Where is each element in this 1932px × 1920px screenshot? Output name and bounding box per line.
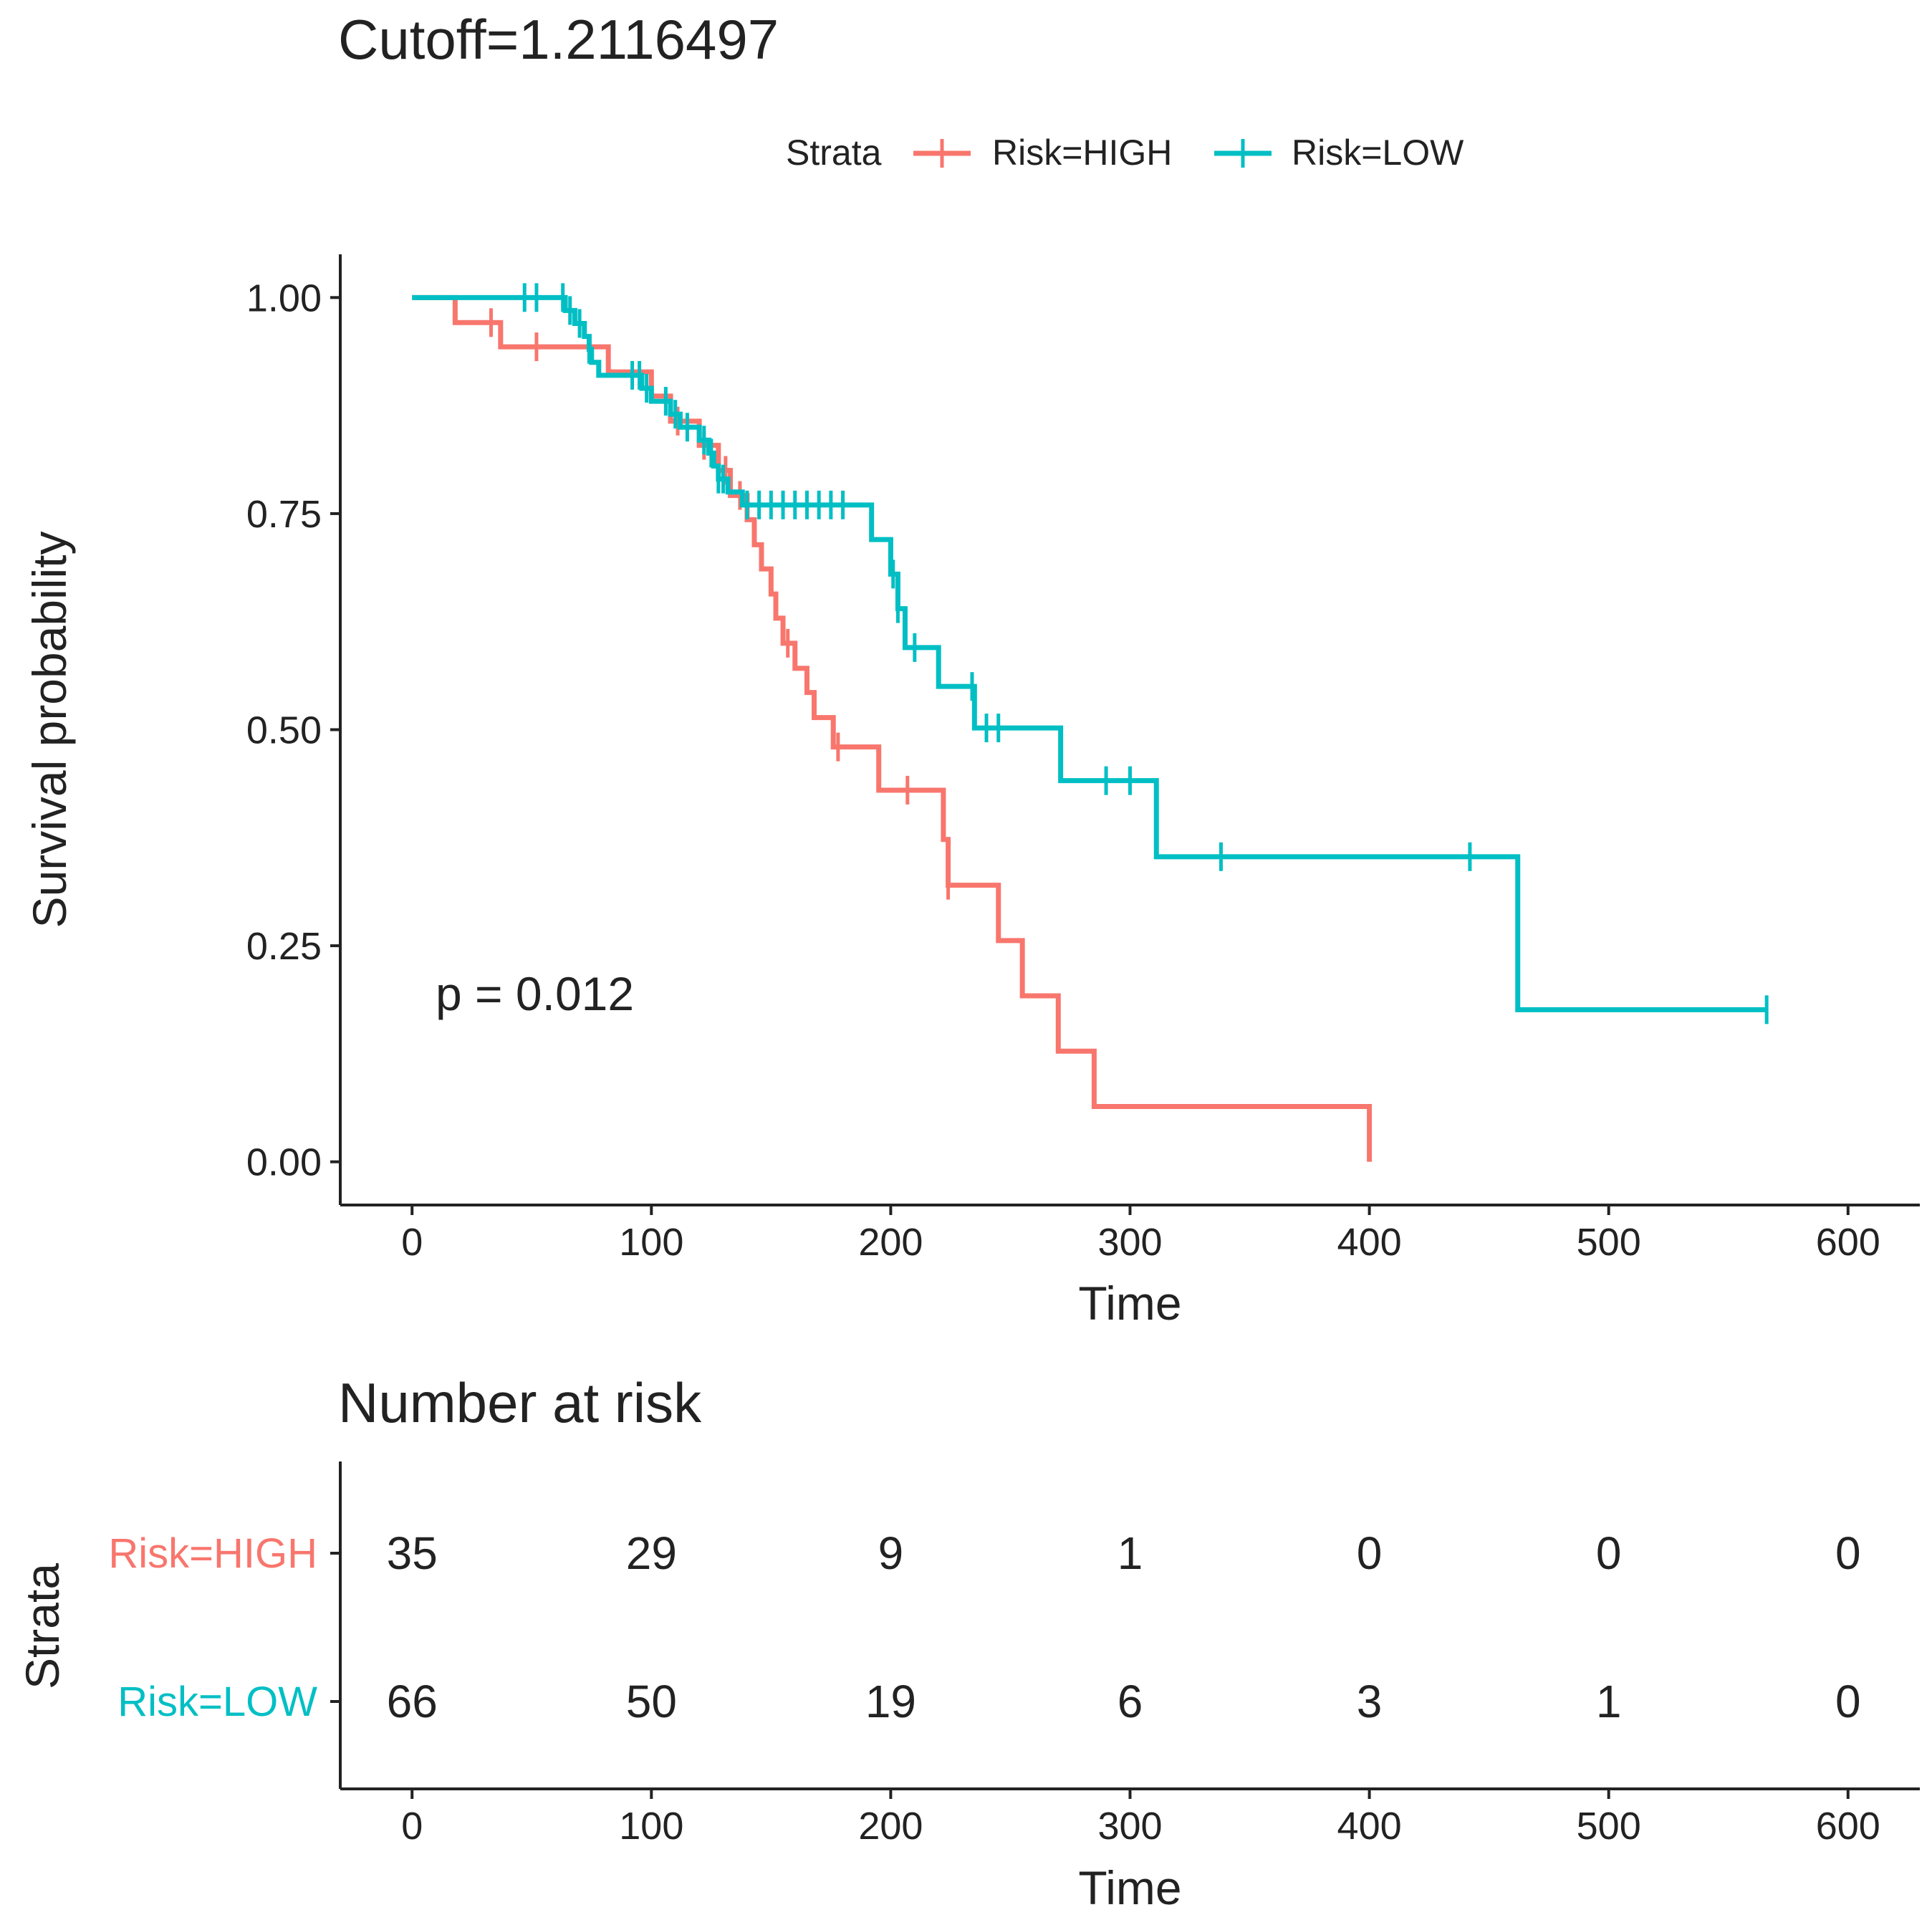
x-tick-label: 200 (858, 1221, 923, 1264)
y-tick-label: 0.75 (246, 493, 322, 536)
x-tick-label: 400 (1337, 1221, 1402, 1264)
risk-count: 29 (626, 1527, 677, 1579)
risk-table-x-tick-label: 0 (401, 1805, 423, 1848)
risk-table-x-tick-label: 500 (1577, 1805, 1641, 1848)
risk-count: 35 (387, 1527, 438, 1579)
risk-count: 3 (1357, 1676, 1383, 1727)
km-curve-low (412, 294, 1767, 1012)
risk-count: 0 (1596, 1527, 1622, 1579)
risk-table-x-tick-label: 600 (1816, 1805, 1880, 1848)
risk-table-title: Number at risk (338, 1371, 702, 1434)
risk-count: 0 (1357, 1527, 1383, 1579)
legend-label-high: Risk=HIGH (992, 133, 1172, 173)
risk-table-y-axis-title: Strata (16, 1563, 69, 1689)
risk-table-x-tick-label: 300 (1097, 1805, 1162, 1848)
risk-table-x-axis-title: Time (1078, 1861, 1181, 1914)
chart-title: Cutoff=1.2116497 (338, 8, 779, 71)
legend-item-high: Risk=HIGH (913, 133, 1172, 173)
risk-count: 9 (878, 1527, 904, 1579)
risk-table-x-tick-label: 200 (858, 1805, 923, 1848)
x-tick-label: 100 (619, 1221, 683, 1264)
risk-table-row-label: Risk=LOW (117, 1679, 317, 1725)
x-tick-label: 600 (1816, 1221, 1880, 1264)
risk-count: 66 (387, 1676, 438, 1727)
risk-count: 6 (1118, 1676, 1143, 1727)
risk-count: 1 (1118, 1527, 1143, 1579)
risk-table-x-tick-label: 100 (619, 1805, 683, 1848)
legend-title: Strata (786, 133, 882, 173)
legend-item-low: Risk=LOW (1214, 133, 1464, 173)
legend-label-low: Risk=LOW (1292, 133, 1464, 173)
y-tick-label: 0.00 (246, 1141, 322, 1184)
x-tick-label: 500 (1577, 1221, 1641, 1264)
y-tick-label: 1.00 (246, 277, 322, 320)
y-tick-label: 0.25 (246, 925, 322, 968)
risk-count: 0 (1835, 1527, 1861, 1579)
legend: Strata Risk=HIGH Risk=LOW (786, 133, 1464, 173)
risk-count: 0 (1835, 1676, 1861, 1727)
x-axis-title: Time (1078, 1277, 1181, 1330)
p-value-annotation: p = 0.012 (436, 967, 634, 1020)
x-tick-label: 300 (1097, 1221, 1162, 1264)
risk-table-x-tick-label: 400 (1337, 1805, 1402, 1848)
risk-table-row-label: Risk=HIGH (108, 1530, 317, 1577)
km-curve-high (412, 294, 1373, 1162)
risk-count: 19 (865, 1676, 916, 1727)
km-plot: 0.00 0.25 0.50 0.75 1.00 0 100 200 300 400 500 600 T… (23, 254, 1920, 1330)
risk-count: 50 (626, 1676, 677, 1727)
y-tick-label: 0.50 (246, 709, 322, 752)
risk-count: 1 (1596, 1676, 1622, 1727)
y-axis-title: Survival probability (23, 532, 76, 928)
x-tick-label: 0 (401, 1221, 423, 1264)
